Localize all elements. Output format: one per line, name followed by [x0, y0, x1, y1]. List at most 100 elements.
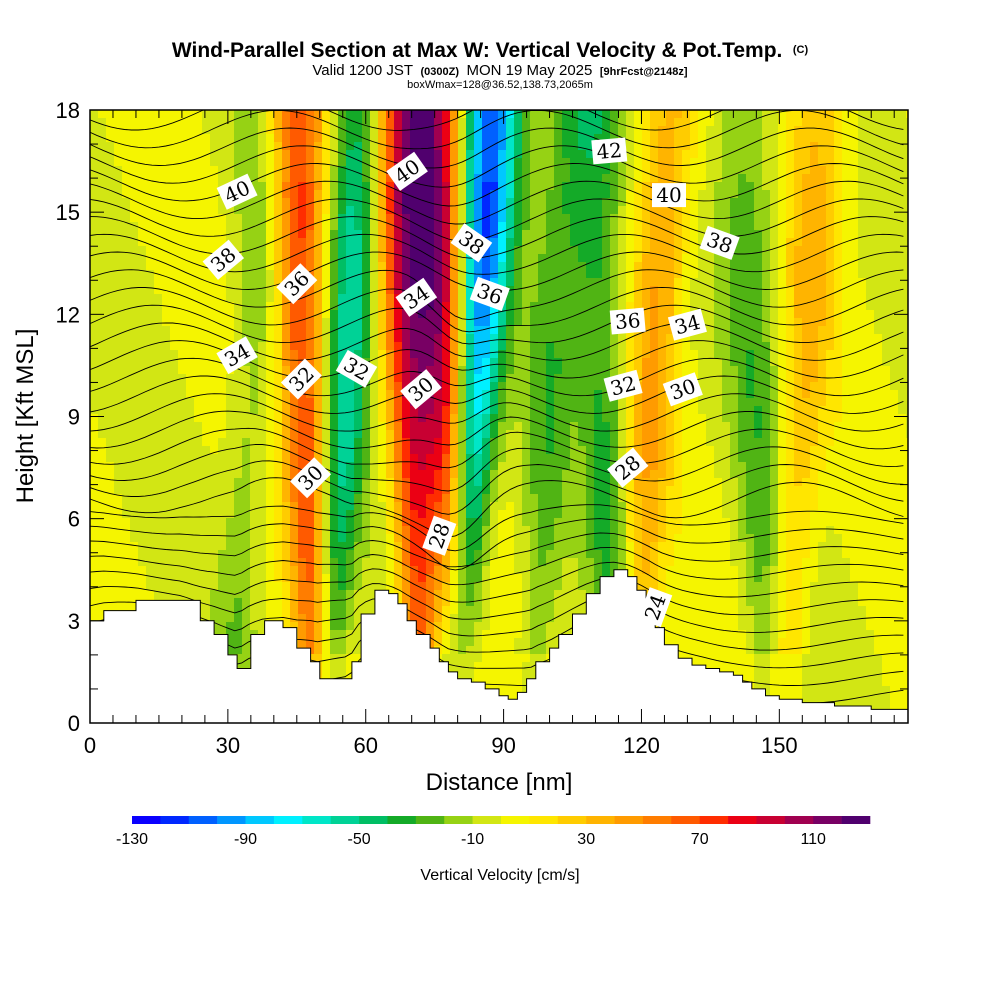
velocity-cell — [466, 398, 475, 407]
velocity-cell — [410, 606, 419, 615]
velocity-cell — [290, 166, 299, 175]
velocity-cell — [570, 278, 579, 287]
velocity-cell — [258, 550, 267, 559]
velocity-cell — [586, 286, 595, 295]
velocity-cell — [370, 446, 379, 455]
velocity-cell — [402, 406, 411, 415]
velocity-cell — [122, 374, 131, 383]
velocity-cell — [114, 462, 123, 471]
velocity-cell — [122, 358, 131, 367]
velocity-cell — [514, 358, 523, 367]
velocity-cell — [530, 510, 539, 519]
velocity-cell — [130, 582, 139, 591]
velocity-cell — [458, 190, 467, 199]
velocity-cell — [234, 166, 243, 175]
velocity-cell — [474, 406, 483, 415]
velocity-cell — [586, 214, 595, 223]
velocity-cell — [410, 422, 419, 431]
velocity-cell — [482, 382, 491, 391]
velocity-cell — [330, 462, 339, 471]
velocity-cell — [538, 550, 547, 559]
velocity-cell — [530, 454, 539, 463]
velocity-cell — [98, 246, 107, 255]
velocity-cell — [546, 110, 555, 119]
velocity-cell — [482, 366, 491, 375]
velocity-cell — [514, 166, 523, 175]
velocity-cell — [514, 142, 523, 151]
velocity-cell — [314, 230, 323, 239]
velocity-cell — [242, 438, 251, 447]
velocity-cell — [202, 334, 211, 343]
velocity-cell — [154, 182, 163, 191]
velocity-cell — [138, 230, 147, 239]
velocity-cell — [106, 334, 115, 343]
velocity-cell — [370, 606, 379, 615]
velocity-cell — [378, 318, 387, 327]
velocity-cell — [506, 166, 515, 175]
velocity-cell — [498, 654, 507, 663]
velocity-cell — [586, 542, 595, 551]
velocity-cell — [330, 166, 339, 175]
velocity-cell — [98, 358, 107, 367]
velocity-cell — [234, 238, 243, 247]
velocity-cell — [114, 206, 123, 215]
velocity-cell — [386, 150, 395, 159]
velocity-cell — [210, 222, 219, 231]
velocity-cell — [370, 198, 379, 207]
velocity-cell — [450, 446, 459, 455]
velocity-cell — [602, 278, 611, 287]
velocity-cell — [458, 390, 467, 399]
velocity-cell — [90, 166, 99, 175]
velocity-cell — [258, 326, 267, 335]
velocity-cell — [370, 326, 379, 335]
velocity-cell — [450, 302, 459, 311]
velocity-cell — [378, 222, 387, 231]
velocity-cell — [362, 118, 371, 127]
velocity-cell — [362, 598, 371, 607]
velocity-cell — [474, 206, 483, 215]
velocity-cell — [250, 422, 259, 431]
velocity-cell — [154, 558, 163, 567]
velocity-cell — [386, 342, 395, 351]
velocity-cell — [210, 142, 219, 151]
velocity-cell — [346, 534, 355, 543]
velocity-cell — [434, 174, 443, 183]
velocity-cell — [178, 542, 187, 551]
velocity-cell — [130, 206, 139, 215]
velocity-cell — [146, 310, 155, 319]
velocity-cell — [434, 574, 443, 583]
velocity-cell — [218, 534, 227, 543]
velocity-cell — [578, 222, 587, 231]
velocity-cell — [426, 326, 435, 335]
velocity-cell — [514, 110, 523, 119]
velocity-cell — [506, 662, 515, 671]
velocity-cell — [90, 558, 99, 567]
velocity-cell — [458, 302, 467, 311]
velocity-cell — [322, 670, 331, 679]
velocity-cell — [266, 262, 275, 271]
velocity-cell — [242, 166, 251, 175]
velocity-cell — [186, 118, 195, 127]
velocity-cell — [154, 454, 163, 463]
velocity-cell — [98, 238, 107, 247]
velocity-cell — [418, 214, 427, 223]
velocity-cell — [570, 470, 579, 479]
velocity-cell — [290, 438, 299, 447]
velocity-cell — [146, 110, 155, 119]
velocity-cell — [146, 542, 155, 551]
velocity-cell — [522, 574, 531, 583]
velocity-cell — [474, 398, 483, 407]
velocity-cell — [114, 382, 123, 391]
velocity-cell — [394, 222, 403, 231]
velocity-cell — [354, 542, 363, 551]
velocity-cell — [242, 246, 251, 255]
velocity-cell — [546, 190, 555, 199]
velocity-cell — [410, 566, 419, 575]
velocity-cell — [570, 478, 579, 487]
velocity-cell — [202, 262, 211, 271]
velocity-cell — [578, 294, 587, 303]
velocity-cell — [402, 502, 411, 511]
velocity-cell — [442, 294, 451, 303]
velocity-cell — [186, 166, 195, 175]
velocity-cell — [386, 438, 395, 447]
